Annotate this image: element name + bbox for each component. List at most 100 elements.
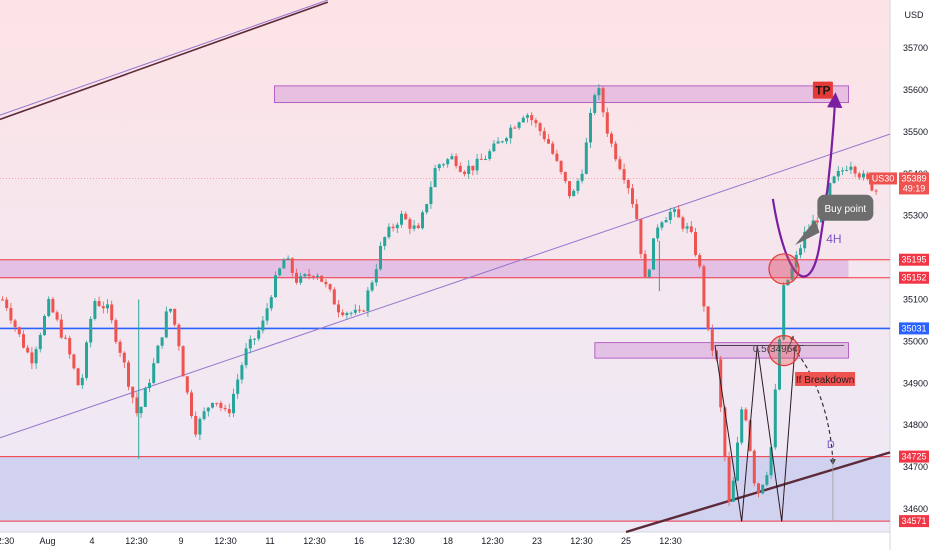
candle-body[interactable] bbox=[664, 220, 668, 223]
candle-body[interactable] bbox=[404, 213, 408, 220]
candle-body[interactable] bbox=[30, 352, 34, 364]
candle-body[interactable] bbox=[618, 159, 622, 170]
candle-body[interactable] bbox=[597, 88, 601, 96]
candle-body[interactable] bbox=[425, 204, 429, 213]
candle-body[interactable] bbox=[748, 420, 752, 451]
candle-body[interactable] bbox=[341, 312, 345, 316]
candle-body[interactable] bbox=[639, 219, 643, 254]
candle-body[interactable] bbox=[76, 368, 80, 386]
candle-body[interactable] bbox=[408, 219, 412, 229]
candle-body[interactable] bbox=[866, 173, 870, 180]
candle-body[interactable] bbox=[752, 450, 756, 484]
candle-body[interactable] bbox=[198, 418, 202, 435]
candle-body[interactable] bbox=[479, 158, 483, 160]
candle-body[interactable] bbox=[374, 269, 378, 283]
candle-body[interactable] bbox=[744, 409, 748, 421]
candle-body[interactable] bbox=[870, 179, 874, 191]
candle-body[interactable] bbox=[337, 304, 340, 313]
candle-body[interactable] bbox=[429, 187, 433, 205]
price-badge-35152[interactable]: 35152 bbox=[899, 271, 929, 284]
candle-body[interactable] bbox=[635, 204, 639, 220]
candle-body[interactable] bbox=[799, 248, 802, 255]
price-badge-34571[interactable]: 34571 bbox=[899, 515, 929, 528]
candle-body[interactable] bbox=[114, 320, 118, 342]
price-badge-35195[interactable]: 35195 bbox=[899, 253, 929, 266]
candle-body[interactable] bbox=[589, 112, 592, 143]
candle-body[interactable] bbox=[362, 310, 366, 312]
candle-body[interactable] bbox=[580, 173, 584, 181]
candle-body[interactable] bbox=[576, 180, 580, 191]
candle-body[interactable] bbox=[736, 442, 739, 481]
candle-body[interactable] bbox=[458, 165, 462, 172]
candle-body[interactable] bbox=[303, 274, 307, 277]
candle-body[interactable] bbox=[832, 176, 836, 184]
candle-body[interactable] bbox=[328, 284, 332, 290]
candle-body[interactable] bbox=[694, 231, 697, 256]
candle-body[interactable] bbox=[17, 327, 21, 335]
candle-body[interactable] bbox=[345, 312, 349, 316]
candle-body[interactable] bbox=[853, 166, 857, 174]
candle-body[interactable] bbox=[13, 320, 17, 328]
buy-point-callout[interactable]: Buy point bbox=[795, 194, 874, 246]
candle-body[interactable] bbox=[353, 309, 357, 313]
candle-body[interactable] bbox=[215, 402, 219, 404]
candle-body[interactable] bbox=[731, 480, 735, 502]
candle-body[interactable] bbox=[295, 272, 298, 283]
candle-body[interactable] bbox=[555, 153, 559, 161]
candle-body[interactable] bbox=[706, 306, 710, 330]
candle-body[interactable] bbox=[169, 308, 172, 312]
candle-body[interactable] bbox=[593, 95, 597, 113]
candle-body[interactable] bbox=[211, 402, 214, 408]
candle-body[interactable] bbox=[181, 346, 185, 377]
candle-body[interactable] bbox=[156, 345, 160, 364]
candle-body[interactable] bbox=[551, 143, 555, 154]
candle-body[interactable] bbox=[400, 213, 403, 225]
candle-body[interactable] bbox=[164, 311, 168, 338]
upper-channel-line-light[interactable] bbox=[0, 0, 329, 116]
candle-body[interactable] bbox=[442, 164, 445, 166]
candle-body[interactable] bbox=[765, 475, 769, 485]
candle-body[interactable] bbox=[299, 276, 303, 283]
candle-body[interactable] bbox=[324, 281, 328, 285]
candle-body[interactable] bbox=[521, 117, 525, 123]
candle-body[interactable] bbox=[349, 312, 353, 314]
candle-body[interactable] bbox=[437, 164, 441, 169]
candle-body[interactable] bbox=[773, 389, 777, 448]
candle-body[interactable] bbox=[127, 362, 130, 387]
candle-body[interactable] bbox=[626, 180, 630, 189]
candle-body[interactable] bbox=[509, 127, 513, 139]
candle-body[interactable] bbox=[316, 275, 319, 277]
candle-body[interactable] bbox=[698, 255, 702, 267]
candle-body[interactable] bbox=[610, 133, 613, 144]
candle-body[interactable] bbox=[723, 407, 727, 457]
candle-body[interactable] bbox=[505, 138, 508, 142]
candle-body[interactable] bbox=[484, 158, 487, 160]
candle-body[interactable] bbox=[568, 181, 571, 197]
candle-body[interactable] bbox=[22, 334, 25, 348]
candle-body[interactable] bbox=[836, 170, 840, 177]
candle-body[interactable] bbox=[290, 258, 294, 273]
fib-zone[interactable] bbox=[594, 342, 849, 359]
candle-body[interactable] bbox=[185, 376, 189, 393]
candle-body[interactable] bbox=[656, 227, 660, 239]
candle-body[interactable] bbox=[261, 320, 265, 331]
candle-body[interactable] bbox=[862, 173, 865, 178]
candle-body[interactable] bbox=[55, 312, 59, 320]
candle-body[interactable] bbox=[689, 226, 693, 232]
candle-body[interactable] bbox=[446, 159, 450, 165]
candle-body[interactable] bbox=[471, 165, 475, 171]
candle-body[interactable] bbox=[253, 338, 256, 340]
candle-body[interactable] bbox=[47, 298, 51, 316]
candle-body[interactable] bbox=[177, 324, 181, 347]
candle-body[interactable] bbox=[282, 259, 286, 269]
candle-body[interactable] bbox=[790, 267, 794, 280]
candle-body[interactable] bbox=[148, 382, 151, 389]
candle-body[interactable] bbox=[631, 188, 634, 205]
candle-body[interactable] bbox=[647, 269, 651, 277]
candle-body[interactable] bbox=[307, 274, 311, 277]
candle-body[interactable] bbox=[622, 169, 626, 181]
candle-body[interactable] bbox=[534, 120, 538, 124]
bearish-projection-curve[interactable] bbox=[792, 347, 836, 466]
candle-body[interactable] bbox=[538, 123, 542, 132]
